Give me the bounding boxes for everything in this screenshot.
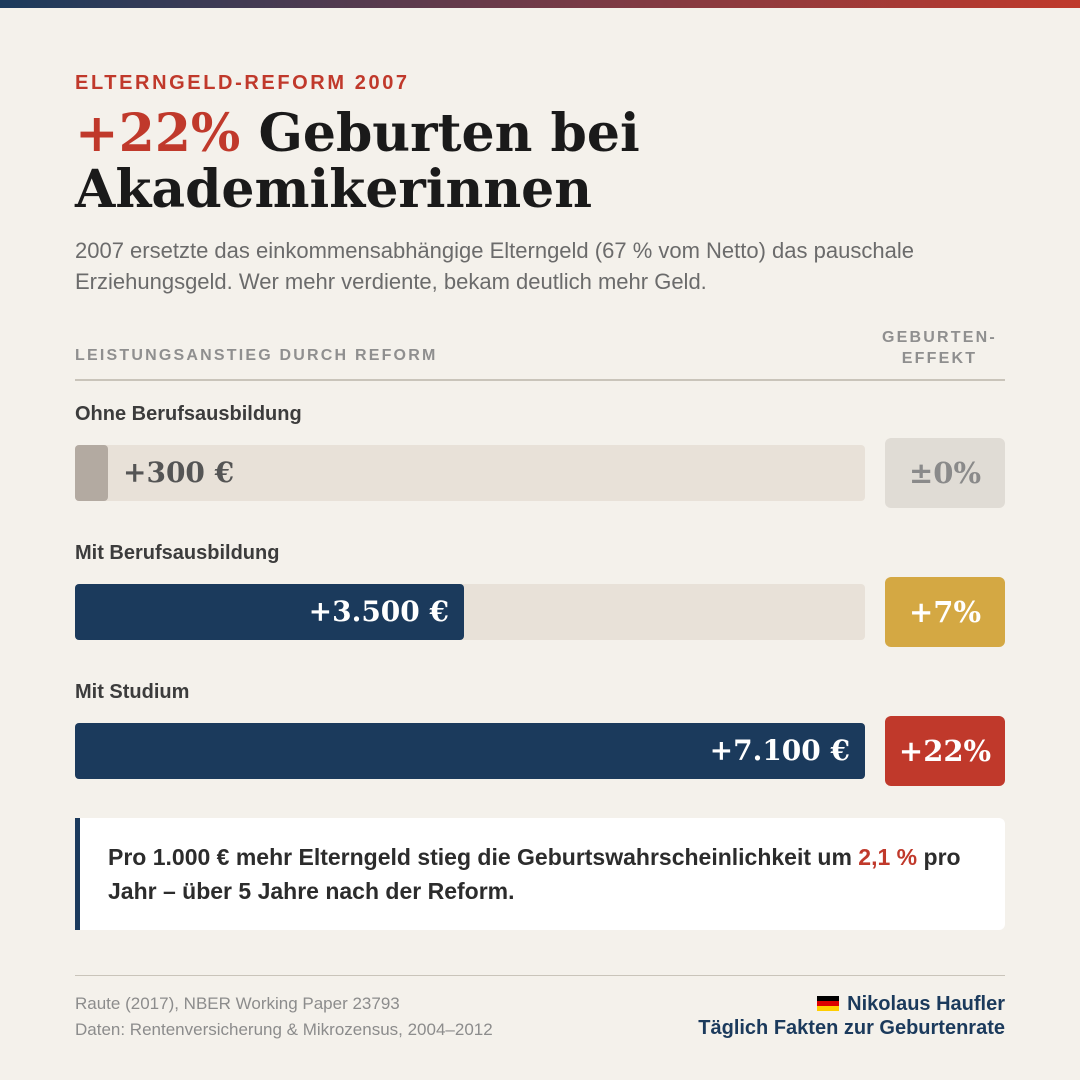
birth-effect-badge: +22% [885,716,1005,786]
category-label: Mit Berufsausbildung [75,542,280,564]
category-label: Ohne Berufsausbildung [75,403,302,425]
author-line: Nikolaus Haufler [698,992,1005,1016]
bar-track: +300 € [75,445,865,501]
birth-effect-badge: +7% [885,577,1005,647]
lead-text: 2007 ersetzte das einkommensabhängige El… [75,238,914,294]
chart-row: Ohne Berufsausbildung +300 € ±0% [75,403,1005,513]
source-line-2: Daten: Rentenversicherung & Mikrozensus,… [75,1020,493,1039]
column-header-effect-line2: EFFEKT [901,350,978,367]
bar-value-label: +300 € [123,456,235,489]
callout-text-after: pro Jahr – über 5 Jahre nach der Reform. [108,844,961,904]
chart-row: Mit Studium +7.100 € +22% [75,681,1005,791]
bar-value-label: +7.100 € [709,734,850,767]
bar [75,445,108,501]
callout-text-before: Pro 1.000 € mehr Elterngeld stieg die Ge… [108,844,859,870]
title-rest: Geburten bei Akademikerinnen [75,103,640,220]
source-notes: Raute (2017), NBER Working Paper 23793 D… [75,991,493,1043]
category-label: Mit Studium [75,681,190,703]
column-header-effect: GEBURTEN- EFFEKT [872,327,1007,369]
bar-track: +7.100 € [75,723,865,779]
birth-effect-badge: ±0% [885,438,1005,508]
author-credit: Nikolaus Haufler Täglich Fakten zur Gebu… [698,992,1005,1040]
bar-track: +3.500 € [75,584,865,640]
key-finding-callout: Pro 1.000 € mehr Elterngeld stieg die Ge… [75,818,1005,930]
bar [75,723,865,779]
top-gradient-bar [0,0,1080,8]
author-tagline: Täglich Fakten zur Geburtenrate [698,1017,1005,1039]
bar [75,584,464,640]
callout-highlight: 2,1 % [858,844,918,870]
page-title: +22% Geburten bei Akademikerinnen [75,106,1015,218]
header-divider [75,379,1005,381]
kicker: ELTERNGELD-REFORM 2007 [75,72,410,94]
column-header-effect-line1: GEBURTEN- [882,329,997,346]
chart-row: Mit Berufsausbildung +3.500 € +7% [75,542,1005,652]
source-line-1: Raute (2017), NBER Working Paper 23793 [75,994,400,1013]
column-header-benefit: LEISTUNGSANSTIEG DURCH REFORM [75,347,438,364]
title-accent: +22% [75,103,241,164]
bar-value-label: +3.500 € [308,595,449,628]
germany-flag-icon [817,995,840,1011]
author-name: Nikolaus Haufler [847,993,1005,1015]
callout-text: Pro 1.000 € mehr Elterngeld stieg die Ge… [108,840,988,908]
footer-divider [75,975,1005,976]
